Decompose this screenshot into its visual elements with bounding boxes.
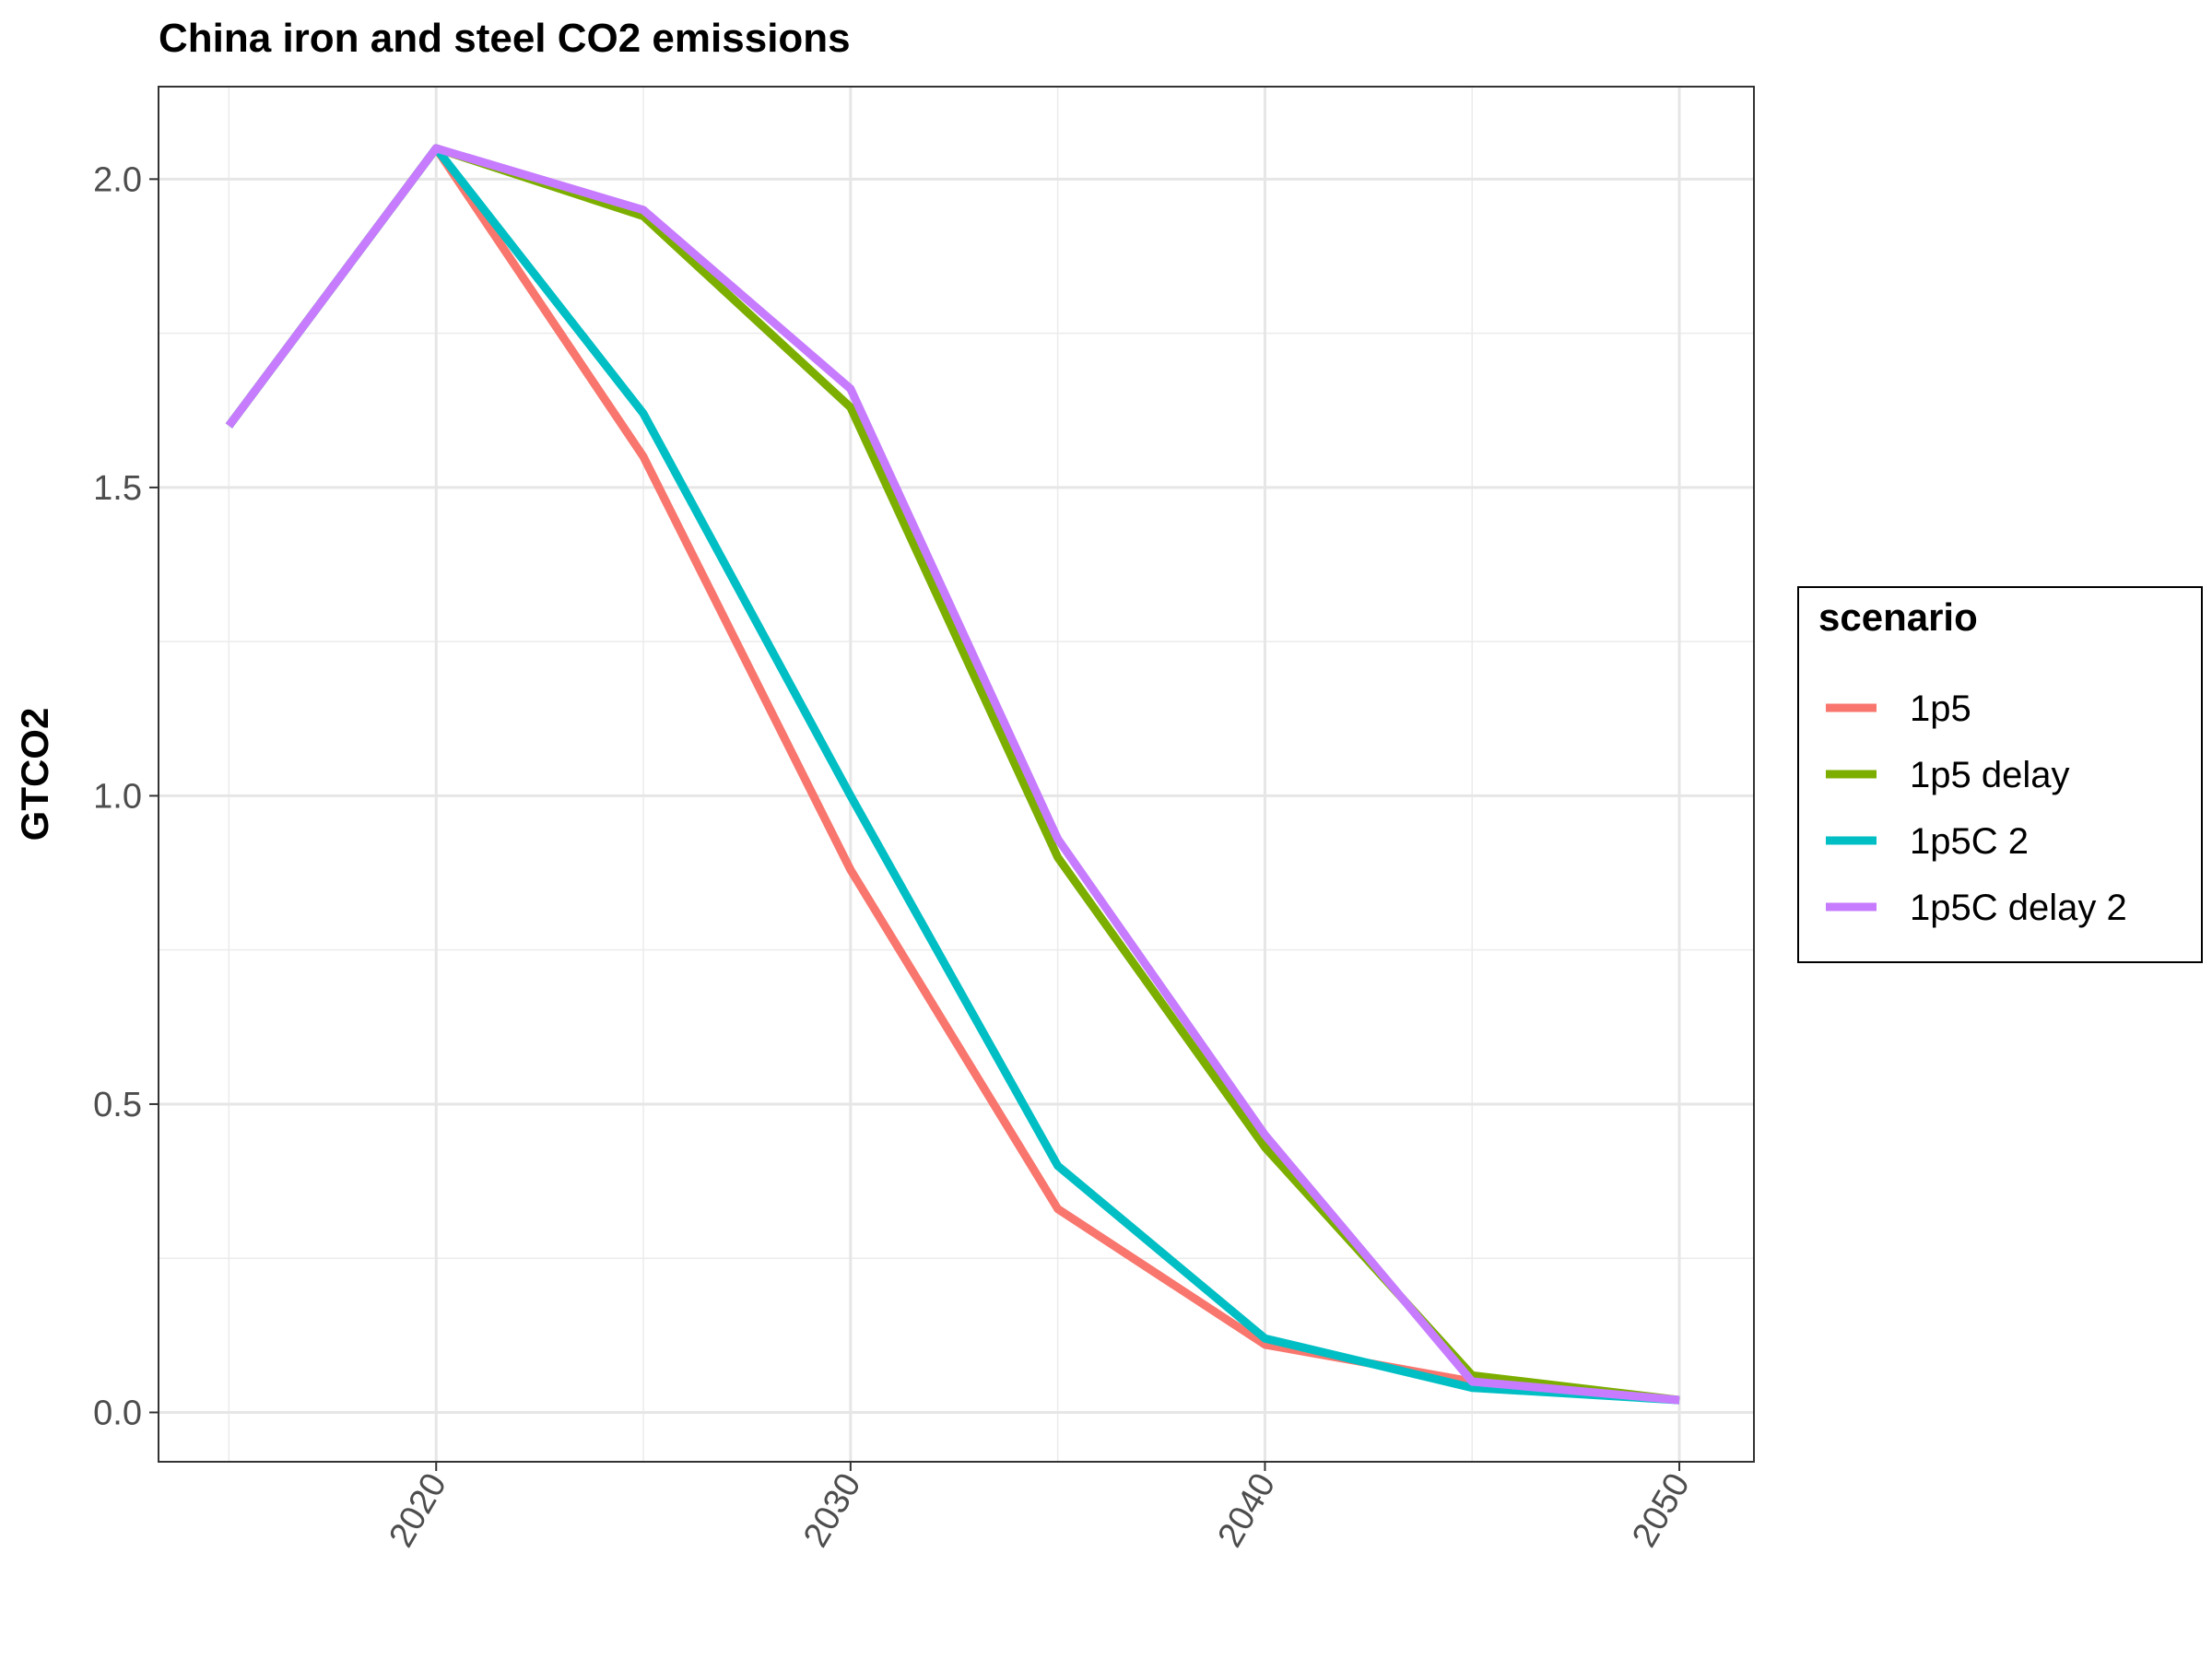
series-line-1p5 xyxy=(225,144,1680,1405)
x-tick-label: 2030 xyxy=(796,1467,869,1554)
y-tick-label: 0.0 xyxy=(93,1394,142,1432)
legend-label: 1p5C delay 2 xyxy=(1910,888,2127,928)
x-tick-label: 2040 xyxy=(1211,1467,1284,1554)
x-tick-label: 2020 xyxy=(382,1467,454,1554)
y-tick-label: 1.5 xyxy=(93,469,142,508)
y-axis-label: GTCO2 xyxy=(13,708,56,841)
y-tick-label: 0.5 xyxy=(93,1086,142,1124)
series-line-1p5c-2 xyxy=(225,144,1680,1405)
legend-label: 1p5 xyxy=(1910,688,1971,729)
chart-title: China iron and steel CO2 emissions xyxy=(159,16,851,61)
grid xyxy=(159,87,1754,1462)
legend-label: 1p5 delay xyxy=(1910,755,2069,795)
x-tick-label: 2050 xyxy=(1625,1467,1698,1554)
y-tick-label: 2.0 xyxy=(93,160,142,199)
series-lines xyxy=(225,144,1680,1405)
legend-label: 1p5C 2 xyxy=(1910,821,2029,862)
series-line-1p5-delay xyxy=(225,144,1680,1405)
legend-title: scenario xyxy=(1818,595,1978,639)
plot-panel-border xyxy=(158,86,1755,1463)
y-axis: 0.0 0.5 1.0 1.5 2.0 xyxy=(93,160,159,1432)
legend: scenario 1p5 1p5 delay 1p5C 2 1p5C delay 2 xyxy=(1797,586,2203,963)
y-tick-label: 1.0 xyxy=(93,777,142,816)
series-line-1p5c-delay-2 xyxy=(225,144,1680,1405)
x-axis: 2020 2030 2040 2050 xyxy=(382,1462,1698,1554)
